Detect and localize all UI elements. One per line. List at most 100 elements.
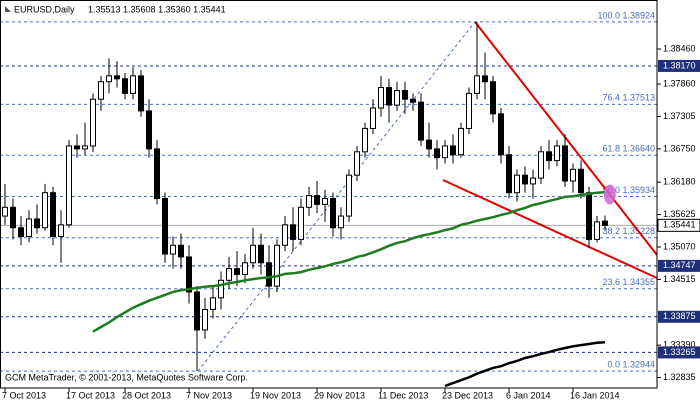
price-box: [658, 310, 700, 323]
candle-body: [218, 279, 224, 299]
trendline: [442, 179, 657, 279]
footer: GCM MetaTrader, © 2001-2013, MetaQuotes …: [5, 372, 248, 382]
candle-body: [410, 98, 416, 103]
x-tick-label: 17 Oct 2013: [66, 390, 115, 400]
y-tick-label: 1.32835: [663, 372, 696, 382]
candle-body: [434, 148, 440, 159]
candle-body: [210, 297, 216, 311]
candle-body: [314, 195, 320, 205]
candle-body: [122, 78, 128, 94]
candle-body: [458, 127, 464, 156]
x-tick-label: 23 Dec 2013: [442, 390, 493, 400]
fib-label: 61.8 1.36640: [602, 144, 655, 154]
x-tick-label: 28 Oct 2013: [122, 390, 171, 400]
candle-body: [338, 215, 344, 229]
plot-area: 100.0 1.38924 76.4 1.37513 61.8 1.36640 50.…: [0, 10, 657, 388]
candle-body: [490, 81, 496, 115]
price-box-label: 1.38170: [663, 60, 696, 70]
candle-body: [378, 87, 384, 109]
candle-body: [2, 206, 8, 217]
candle-body: [114, 75, 120, 80]
candle-body: [418, 101, 424, 141]
x-tick-label: 19 Nov 2013: [250, 390, 301, 400]
candle-body: [594, 221, 600, 240]
candle-body: [290, 224, 296, 240]
candle-body: [562, 145, 568, 182]
fib-label: 100.0 1.38924: [597, 10, 655, 20]
marker: [603, 184, 616, 205]
fib-label: 50.0 1.35934: [602, 185, 655, 195]
x-tick-label: 29 Nov 2013: [314, 390, 365, 400]
candle-body: [282, 224, 288, 246]
y-tick-label: 1.37305: [663, 111, 696, 121]
candle-body: [50, 192, 56, 237]
candle-body: [234, 268, 240, 275]
candle-body: [274, 244, 280, 287]
fib-label: 23.6 1.34355: [602, 277, 655, 287]
y-tick-label: 1.36180: [663, 177, 696, 187]
candle-body: [242, 262, 248, 275]
candle-body: [202, 309, 208, 331]
indicator-line: [444, 340, 606, 388]
trendline: [197, 21, 476, 372]
candle-body: [42, 192, 48, 229]
candle-body: [330, 198, 336, 229]
candle-body: [530, 177, 536, 185]
candle-body: [578, 168, 584, 194]
candle-body: [82, 145, 88, 150]
candle-body: [170, 244, 176, 255]
price-box: [658, 59, 700, 72]
candle-body: [370, 107, 376, 129]
candle-body: [386, 87, 392, 106]
price-box-label: 1.33265: [663, 347, 696, 357]
candle-body: [402, 89, 408, 100]
candle-body: [602, 220, 608, 226]
candle-body: [346, 174, 352, 217]
y-tick-label: 1.33390: [663, 340, 696, 350]
price-box: [658, 259, 700, 272]
candle-body: [466, 92, 472, 129]
ohlc-text: 1.35513 1.35608 1.35360 1.35441: [88, 4, 226, 14]
plot-border: [0, 0, 658, 389]
candle-body: [514, 174, 520, 194]
candle-body: [474, 75, 480, 94]
y-tick-label: 1.38460: [663, 43, 696, 53]
fib-label: 0.0 1.32944: [607, 360, 655, 370]
fib-label: 38.2 1.35228: [602, 226, 655, 236]
y-tick-label: 1.35625: [663, 209, 696, 219]
y-tick-label: 1.34515: [663, 274, 696, 284]
price-box-label: 1.34747: [663, 260, 696, 270]
candle-body: [570, 168, 576, 182]
candle-body: [10, 206, 16, 229]
candle-body: [498, 113, 504, 156]
candle-body: [586, 192, 592, 240]
candle-body: [442, 145, 448, 159]
candle-body: [362, 127, 368, 153]
candle-body: [194, 291, 200, 331]
candle-body: [90, 98, 96, 147]
x-tick-label: 16 Jan 2014: [570, 390, 620, 400]
y-tick-label: 1.36750: [663, 143, 696, 153]
candle-body: [130, 75, 136, 94]
candle-body: [426, 139, 432, 150]
candle-body: [58, 224, 64, 237]
candle-body: [178, 244, 184, 258]
candle-body: [266, 262, 272, 287]
x-tick-label: 6 Jan 2014: [506, 390, 551, 400]
candle-body: [506, 154, 512, 194]
candle-body: [226, 268, 232, 281]
current-price-box: [657, 218, 700, 232]
candle-body: [34, 218, 40, 229]
candle-body: [546, 151, 552, 162]
candle-body: [154, 148, 160, 200]
y-tick-label: 1.37860: [663, 78, 696, 88]
chart-title: EURUSD,Daily: [14, 4, 75, 14]
x-tick-label: 7 Oct 2013: [2, 390, 46, 400]
candle-body: [322, 198, 328, 205]
candle-body: [74, 145, 80, 150]
candle-body: [162, 198, 168, 255]
price-box-label: 1.33875: [663, 311, 696, 321]
candle-body: [138, 75, 144, 112]
candle-body: [298, 206, 304, 240]
